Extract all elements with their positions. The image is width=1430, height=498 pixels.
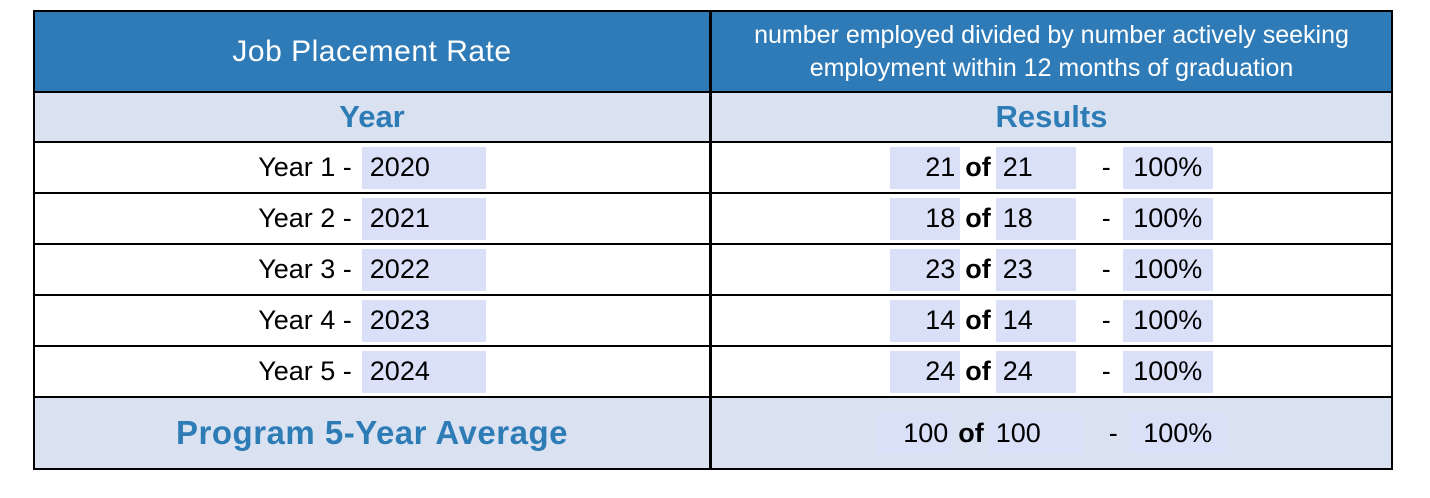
year-row-label: Year 4 -	[258, 305, 352, 335]
program-average-label: Program 5-Year Average	[176, 414, 568, 451]
table-row-year-cell: Year 3 - 2022	[35, 245, 709, 296]
table-row-year-cell: Year 1 - 2020	[35, 143, 709, 194]
program-average-label-cell: Program 5-Year Average	[35, 398, 709, 468]
average-seeking-field[interactable]: 100	[988, 413, 1083, 453]
table-row-results-cell: 23 of 23 - 100%	[709, 245, 1391, 296]
table-row-results-cell: 18 of 18 - 100%	[709, 194, 1391, 245]
employed-field[interactable]: 21	[890, 146, 961, 189]
year-row-label: Year 5 -	[258, 356, 352, 386]
average-employed-field[interactable]: 100	[877, 413, 954, 453]
seeking-field[interactable]: 18	[995, 197, 1076, 240]
seeking-field[interactable]: 24	[995, 350, 1076, 393]
of-connector: of	[965, 254, 991, 284]
seeking-field[interactable]: 14	[995, 299, 1076, 342]
of-connector: of	[965, 305, 991, 335]
employed-field[interactable]: 24	[890, 350, 961, 393]
rate-field[interactable]: 100%	[1122, 248, 1213, 291]
year-row-label: Year 1 -	[258, 152, 352, 182]
year-column-header: Year	[339, 99, 405, 134]
dash-separator: -	[1101, 254, 1111, 284]
rate-field[interactable]: 100%	[1122, 350, 1213, 393]
table-title-cell: Job Placement Rate	[35, 12, 709, 93]
year-input-field[interactable]: 2022	[361, 248, 486, 291]
program-average-results-cell: 100 of 100 - 100%	[709, 398, 1391, 468]
seeking-field[interactable]: 21	[995, 146, 1076, 189]
table-row-year-cell: Year 4 - 2023	[35, 296, 709, 347]
year-row-label: Year 2 -	[258, 203, 352, 233]
of-connector: of	[965, 152, 991, 182]
year-input-field[interactable]: 2020	[361, 146, 486, 189]
employed-field[interactable]: 23	[890, 248, 961, 291]
year-input-field[interactable]: 2024	[361, 350, 486, 393]
year-input-field[interactable]: 2021	[361, 197, 486, 240]
dash-separator: -	[1101, 305, 1111, 335]
of-connector: of	[965, 356, 991, 386]
rate-field[interactable]: 100%	[1122, 299, 1213, 342]
job-placement-table: Job Placement Rate number employed divid…	[33, 10, 1393, 470]
rate-field[interactable]: 100%	[1122, 146, 1213, 189]
dash-separator: -	[1101, 152, 1111, 182]
employed-field[interactable]: 18	[890, 197, 961, 240]
table-row-year-cell: Year 2 - 2021	[35, 194, 709, 245]
of-connector: of	[958, 417, 984, 448]
rate-field[interactable]: 100%	[1122, 197, 1213, 240]
table-row-year-cell: Year 5 - 2024	[35, 347, 709, 398]
results-column-header: Results	[995, 99, 1108, 134]
dash-separator: -	[1101, 203, 1111, 233]
table-row-results-cell: 24 of 24 - 100%	[709, 347, 1391, 398]
seeking-field[interactable]: 23	[995, 248, 1076, 291]
metric-definition-cell: number employed divided by number active…	[709, 12, 1391, 93]
metric-definition: number employed divided by number active…	[754, 20, 1349, 82]
table-row-results-cell: 21 of 21 - 100%	[709, 143, 1391, 194]
year-column-header-cell: Year	[35, 93, 709, 143]
table-row-results-cell: 14 of 14 - 100%	[709, 296, 1391, 347]
table-title: Job Placement Rate	[232, 34, 512, 68]
year-input-field[interactable]: 2023	[361, 299, 486, 342]
dash-separator: -	[1108, 417, 1118, 448]
results-column-header-cell: Results	[709, 93, 1391, 143]
dash-separator: -	[1101, 356, 1111, 386]
average-rate-field[interactable]: 100%	[1129, 413, 1226, 453]
year-row-label: Year 3 -	[258, 254, 352, 284]
employed-field[interactable]: 14	[890, 299, 961, 342]
of-connector: of	[965, 203, 991, 233]
